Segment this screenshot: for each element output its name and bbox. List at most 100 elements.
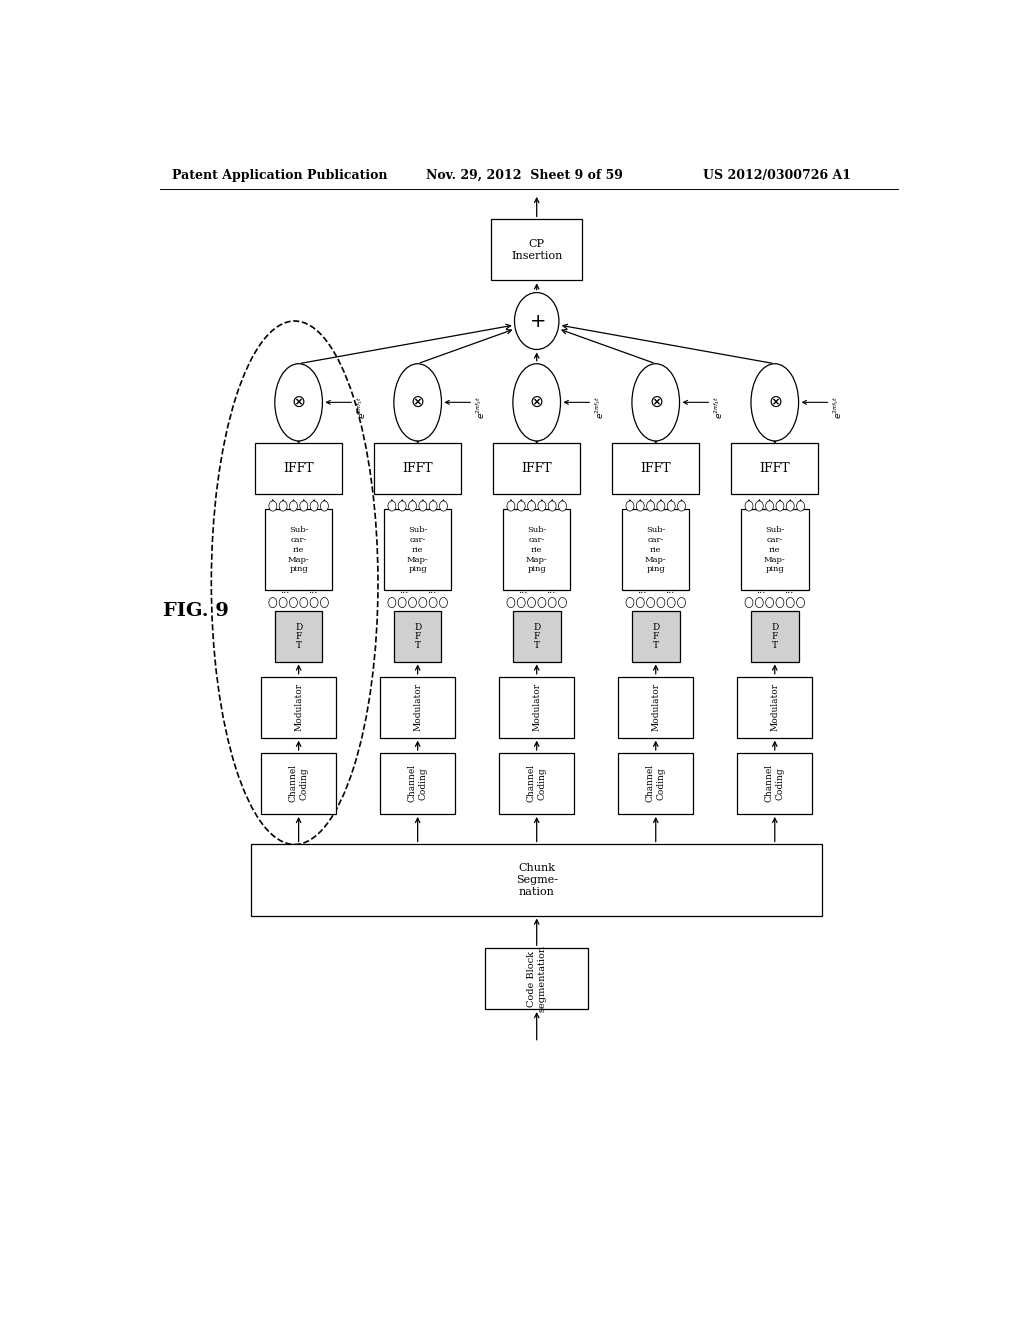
Circle shape: [419, 598, 427, 607]
Bar: [737, 752, 812, 814]
Circle shape: [636, 598, 644, 607]
Circle shape: [310, 598, 318, 607]
Circle shape: [507, 598, 515, 607]
Circle shape: [657, 500, 665, 511]
Text: ...: ...: [666, 586, 675, 595]
Circle shape: [321, 598, 329, 607]
Bar: [499, 677, 574, 738]
Circle shape: [439, 500, 447, 511]
Text: Channel
Coding: Channel Coding: [646, 764, 666, 803]
Circle shape: [398, 598, 407, 607]
Bar: [741, 510, 809, 590]
Text: ...: ...: [427, 586, 436, 595]
Circle shape: [626, 598, 634, 607]
Circle shape: [290, 500, 297, 511]
Text: $e^{2\pi f_1 t}$: $e^{2\pi f_1 t}$: [355, 396, 369, 420]
Circle shape: [514, 293, 559, 350]
Bar: [492, 219, 583, 280]
Text: ...: ...: [518, 487, 527, 496]
Bar: [494, 444, 581, 494]
Text: FIG. 9: FIG. 9: [163, 602, 228, 619]
Text: ...: ...: [308, 487, 317, 496]
Circle shape: [668, 598, 675, 607]
Circle shape: [429, 598, 437, 607]
Circle shape: [745, 598, 753, 607]
Bar: [274, 611, 323, 661]
Text: Modulator: Modulator: [294, 684, 303, 731]
Circle shape: [678, 500, 685, 511]
Circle shape: [429, 500, 437, 511]
Circle shape: [538, 598, 546, 607]
Circle shape: [797, 598, 805, 607]
Circle shape: [300, 500, 308, 511]
Bar: [394, 611, 441, 661]
Text: $e^{2\pi f_2 t}$: $e^{2\pi f_2 t}$: [475, 396, 487, 420]
Circle shape: [745, 500, 753, 511]
Text: Channel
Coding: Channel Coding: [765, 764, 784, 803]
Text: ...: ...: [280, 586, 289, 595]
Circle shape: [388, 598, 396, 607]
Text: ...: ...: [756, 586, 765, 595]
Circle shape: [517, 500, 525, 511]
Circle shape: [646, 500, 654, 511]
Circle shape: [310, 500, 318, 511]
Bar: [513, 611, 560, 661]
Ellipse shape: [274, 364, 323, 441]
Circle shape: [290, 598, 297, 607]
Circle shape: [766, 598, 773, 607]
Text: Nov. 29, 2012  Sheet 9 of 59: Nov. 29, 2012 Sheet 9 of 59: [426, 169, 623, 182]
Text: Patent Application Publication: Patent Application Publication: [172, 169, 387, 182]
Text: $\otimes$: $\otimes$: [768, 393, 782, 412]
Circle shape: [269, 500, 276, 511]
Bar: [261, 752, 336, 814]
Text: D
F
T: D F T: [652, 623, 659, 649]
Circle shape: [409, 500, 417, 511]
Text: Sub-
car-
rie
Map-
ping: Sub- car- rie Map- ping: [764, 527, 785, 573]
Circle shape: [409, 598, 417, 607]
Text: Modulator: Modulator: [770, 684, 779, 731]
Text: Channel
Coding: Channel Coding: [408, 764, 428, 803]
Text: Channel
Coding: Channel Coding: [526, 764, 547, 803]
Circle shape: [756, 500, 763, 511]
Circle shape: [321, 500, 329, 511]
Circle shape: [527, 598, 536, 607]
Circle shape: [786, 500, 795, 511]
Text: D
F
T: D F T: [534, 623, 541, 649]
Text: ...: ...: [398, 586, 409, 595]
Text: $e^{2\pi f_5 t}$: $e^{2\pi f_5 t}$: [831, 396, 845, 420]
Text: IFFT: IFFT: [760, 462, 791, 475]
Bar: [261, 677, 336, 738]
Text: ...: ...: [756, 487, 765, 496]
Circle shape: [797, 500, 805, 511]
Circle shape: [439, 598, 447, 607]
Text: ...: ...: [546, 586, 556, 595]
Bar: [251, 845, 822, 916]
Bar: [485, 948, 588, 1008]
Ellipse shape: [632, 364, 680, 441]
Text: Modulator: Modulator: [532, 684, 542, 731]
Circle shape: [269, 598, 276, 607]
Circle shape: [678, 598, 685, 607]
Text: IFFT: IFFT: [640, 462, 671, 475]
Text: D
F
T: D F T: [414, 623, 421, 649]
Circle shape: [558, 598, 566, 607]
Circle shape: [756, 598, 763, 607]
Bar: [384, 510, 452, 590]
Circle shape: [280, 598, 287, 607]
Circle shape: [766, 500, 773, 511]
Text: ...: ...: [308, 586, 317, 595]
Text: ...: ...: [666, 487, 675, 496]
Bar: [622, 510, 689, 590]
Text: IFFT: IFFT: [402, 462, 433, 475]
Bar: [380, 677, 456, 738]
Bar: [737, 677, 812, 738]
Circle shape: [280, 500, 287, 511]
Bar: [374, 444, 461, 494]
Text: $e^{2\pi f_3 t}$: $e^{2\pi f_3 t}$: [594, 396, 606, 420]
Text: ...: ...: [427, 487, 436, 496]
Text: ...: ...: [546, 487, 556, 496]
Circle shape: [786, 598, 795, 607]
Text: IFFT: IFFT: [521, 462, 552, 475]
Text: ...: ...: [637, 586, 646, 595]
Circle shape: [636, 500, 644, 511]
